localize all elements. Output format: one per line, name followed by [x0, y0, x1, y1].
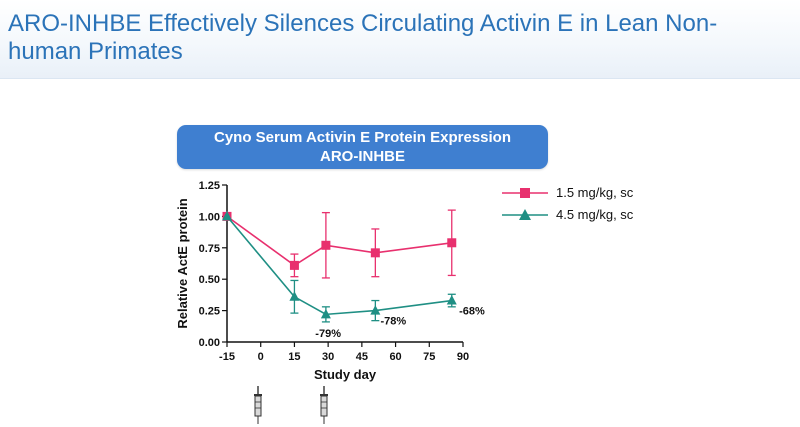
data-point-triangle	[222, 210, 232, 221]
y-tick-label: 0.00	[199, 337, 220, 349]
y-tick-label: 0.75	[199, 243, 220, 255]
legend-marker-square-icon	[502, 188, 548, 198]
x-tick-label: 45	[356, 351, 368, 363]
y-tick-label: 1.00	[199, 211, 220, 223]
title-band	[0, 0, 800, 79]
y-tick-label: 0.25	[199, 306, 220, 318]
legend-label-1-5: 1.5 mg/kg, sc	[556, 185, 634, 200]
x-tick-label: 15	[288, 351, 300, 363]
percent-reduction-label: -68%	[459, 306, 485, 318]
data-point-square	[321, 240, 331, 250]
series-line-2	[226, 215, 452, 316]
x-tick-label: 60	[389, 351, 401, 363]
x-tick-label: -15	[219, 351, 235, 363]
chart-subtitle: ARO-INHBE	[320, 148, 405, 165]
data-point-triangle	[370, 305, 381, 315]
data-point-triangle	[446, 295, 457, 305]
x-tick-label: 75	[423, 351, 435, 363]
chart-title-banner: Cyno Serum Activin E Protein Expression …	[177, 125, 548, 169]
data-point-square	[289, 260, 299, 270]
y-axis-label: Relative ActE protein	[175, 198, 190, 328]
y-tick-label: 0.50	[199, 274, 220, 286]
chart-title: Cyno Serum Activin E Protein Expression	[213, 129, 512, 146]
data-point-triangle	[320, 308, 331, 319]
data-point-square	[370, 248, 380, 258]
x-tick-label: 0	[258, 351, 264, 363]
series-line-1	[226, 215, 452, 267]
data-point-square	[447, 238, 457, 248]
y-tick-label: 1.25	[199, 180, 220, 192]
data-point-triangle	[289, 291, 300, 301]
syringe-icon	[254, 386, 262, 424]
x-tick-label: 90	[457, 351, 469, 363]
percent-reduction-label: -79%	[315, 328, 341, 340]
percent-reduction-label: -78%	[380, 316, 406, 328]
legend-label-4-5: 4.5 mg/kg, sc	[556, 207, 634, 222]
legend: 1.5 mg/kg, sc 4.5 mg/kg, sc	[500, 184, 633, 228]
slide-title: ARO-INHBE Effectively Silences Circulati…	[8, 10, 718, 65]
legend-item-1-5: 1.5 mg/kg, sc	[500, 184, 633, 206]
legend-marker-triangle-icon	[502, 209, 548, 220]
syringe-icon	[320, 386, 328, 424]
legend-item-4-5: 4.5 mg/kg, sc	[500, 206, 633, 228]
x-tick-label: 30	[322, 351, 334, 363]
x-axis-label: Study day	[314, 367, 377, 382]
